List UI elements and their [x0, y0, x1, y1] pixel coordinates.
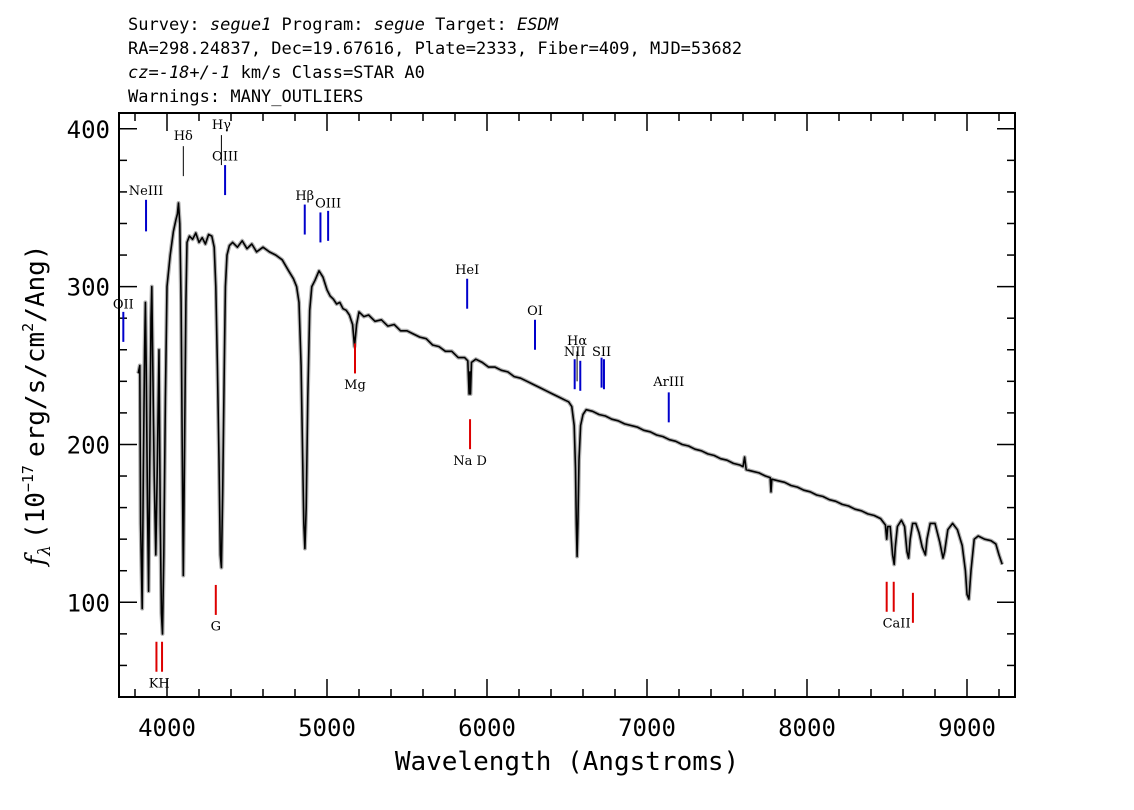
x-tick-label: 6000	[458, 714, 516, 742]
y-label-mid: erg/s/cm	[21, 332, 51, 457]
y-label-exp1: −17	[19, 465, 37, 492]
target-label: Target:	[425, 15, 517, 35]
spectral-line-label: HeI	[455, 263, 479, 278]
spectral-line-label: Hα	[567, 334, 587, 349]
cz-value: cz=-18+/-1	[128, 63, 230, 83]
y-label-post: /Ang)	[21, 244, 51, 322]
program-value: segue	[374, 15, 425, 35]
plot-frame	[118, 112, 1016, 698]
y-tick-label: 200	[67, 431, 110, 459]
target-value: ESDM	[517, 15, 559, 35]
x-axis-label: Wavelength (Angstroms)	[395, 747, 739, 777]
x-tick-label: 9000	[938, 714, 996, 742]
y-tick-labels: 100 200 300 400	[67, 116, 110, 618]
survey-label: Survey:	[128, 15, 210, 35]
x-tick-labels: 4000 5000 6000 7000 8000 9000	[138, 714, 996, 742]
y-axis-label: fλ(10−17erg/s/cm2/Ang)	[19, 244, 55, 567]
spectral-line-label: OIII	[212, 149, 238, 164]
y-tick-label: 400	[67, 116, 110, 144]
spectral-line-label: OII	[113, 298, 134, 313]
x-tick-label: 5000	[298, 714, 356, 742]
spectral-line-label: NeIII	[129, 184, 163, 199]
spectral-line-label: Hδ	[174, 129, 193, 144]
spectral-line-label: ArIII	[652, 375, 684, 390]
header-line-1: Survey: segue1 Program: segue Target: ES…	[128, 15, 559, 35]
survey-value: segue1	[210, 15, 271, 35]
x-tick-label: 4000	[138, 714, 196, 742]
y-label-lambda: λ	[35, 545, 55, 557]
y-tick-label: 300	[67, 274, 110, 302]
spectral-line-label: CaII	[883, 617, 911, 632]
spectral-line-label: G	[211, 620, 221, 635]
spectral-line-label: NII	[564, 345, 586, 360]
axis-ticks	[119, 113, 1015, 698]
x-tick-label: 8000	[778, 714, 836, 742]
spectral-line-markers: NeIIIOIIHδHγOIIIHβOIIIHeIOINIIHαSIIArIII…	[113, 118, 914, 692]
spectral-line-label: OI	[527, 304, 543, 319]
plot-area: NeIIIOIIHδHγOIIIHβOIIIHeIOINIIHαSIIArIII…	[113, 118, 1005, 692]
program-label: Program:	[271, 15, 373, 35]
spectral-line-label: Na D	[453, 454, 487, 469]
spectral-line-label: KH	[149, 677, 170, 692]
spectral-line-label: OIII	[315, 197, 341, 212]
spectrum-line	[137, 202, 1003, 635]
y-tick-label: 100	[67, 589, 110, 617]
error-band	[136, 201, 1005, 636]
spectral-line-label: Mg	[344, 378, 366, 393]
y-label-exp2: 2	[19, 323, 37, 332]
chart-header: Survey: segue1 Program: segue Target: ES…	[128, 15, 742, 107]
y-label-pre: (10	[21, 492, 51, 539]
spectral-line-label: Hβ	[295, 189, 314, 204]
spectral-line-label: SII	[592, 345, 611, 360]
x-tick-label: 7000	[618, 714, 676, 742]
header-line-4: Warnings: MANY_OUTLIERS	[128, 87, 363, 107]
spectral-line-label: Hγ	[212, 118, 231, 133]
header-line-2: RA=298.24837, Dec=19.67616, Plate=2333, …	[128, 39, 742, 59]
class-text: km/s Class=STAR A0	[230, 63, 424, 83]
header-line-3: cz=-18+/-1 km/s Class=STAR A0	[128, 63, 425, 83]
